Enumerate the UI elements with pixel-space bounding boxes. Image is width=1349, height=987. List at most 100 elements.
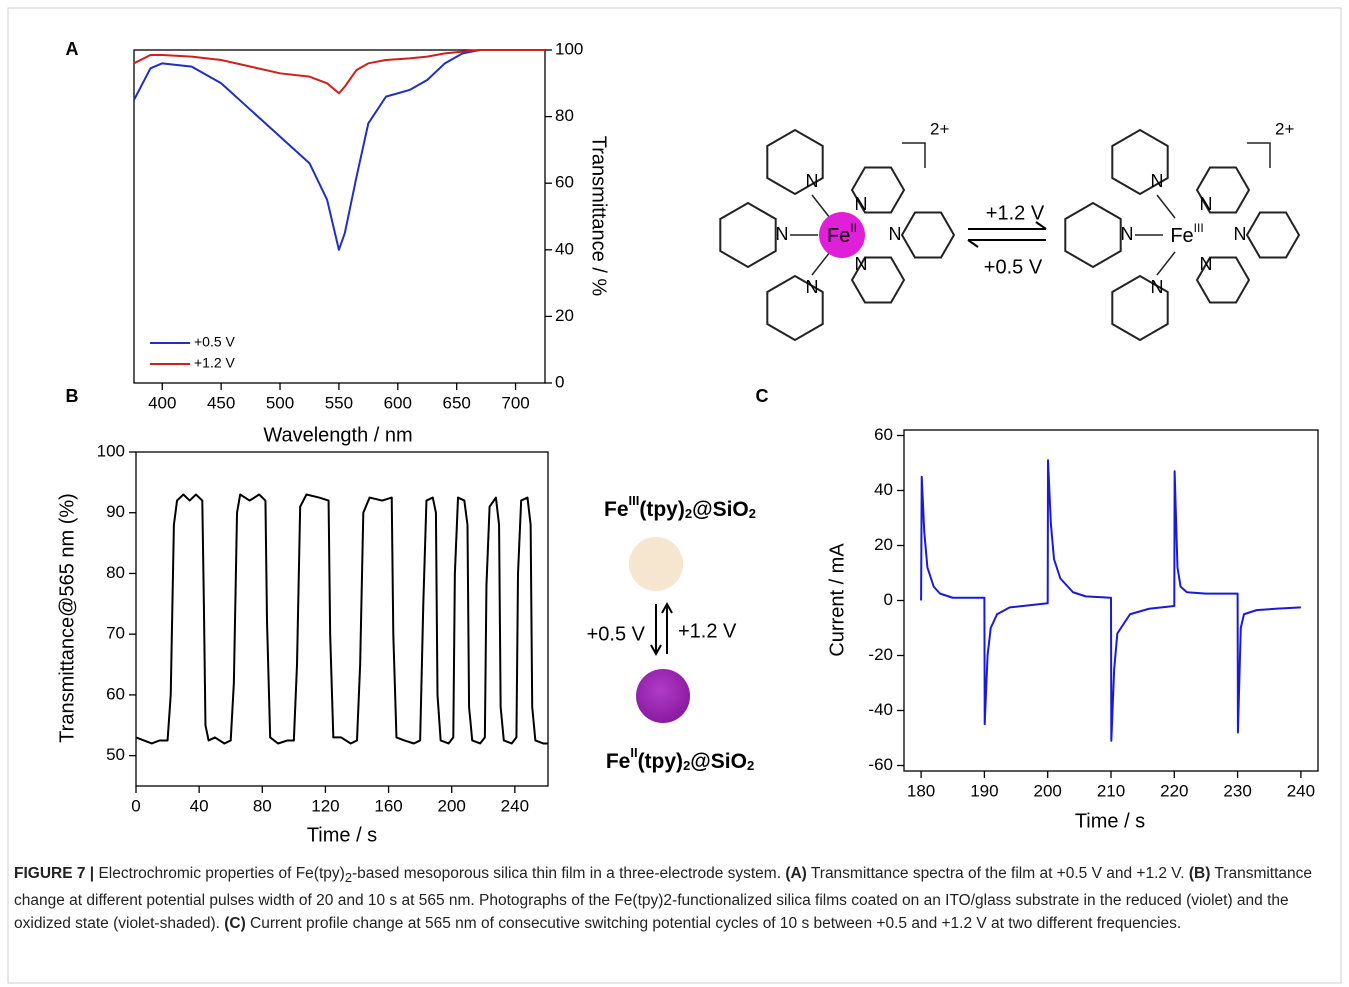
metal-highlight xyxy=(819,212,865,258)
y-tick-label: 70 xyxy=(106,624,125,643)
ring xyxy=(1111,128,1169,196)
oxidation-state: III xyxy=(629,493,640,508)
caption-bold: (B) xyxy=(1188,865,1211,882)
atom-label: N xyxy=(855,254,868,274)
atom-label: N xyxy=(776,224,789,244)
y-axis-label: Current / mA xyxy=(826,543,848,657)
film-formula: FeIII(tpy)2@SiO2 xyxy=(604,493,756,521)
ring xyxy=(900,211,956,259)
atom-label: N xyxy=(1200,254,1213,274)
bond xyxy=(1156,251,1176,276)
oxidation-state: II xyxy=(630,745,637,760)
data-line xyxy=(133,49,545,251)
film-photo-oxidized xyxy=(629,537,683,591)
x-axis-label: Time / s xyxy=(307,824,377,846)
ring xyxy=(850,166,906,214)
x-tick-label: 80 xyxy=(253,796,272,815)
x-tick-label: 0 xyxy=(131,796,140,815)
caption-text: -based mesoporous silica thin film in a … xyxy=(352,865,786,882)
panel-label: A xyxy=(66,39,79,59)
arrow-forward xyxy=(968,221,1047,230)
support: @SiO xyxy=(692,498,749,521)
forward-label: +1.2 V xyxy=(986,202,1045,224)
x-tick-label: 40 xyxy=(190,796,209,815)
charge-label: 2+ xyxy=(930,119,949,138)
y-tick-label: 80 xyxy=(106,563,125,582)
y-tick-label: 0 xyxy=(555,372,564,391)
atom-label: N xyxy=(806,277,819,297)
atom-label: N xyxy=(1234,224,1247,244)
reduce-label: +0.5 V xyxy=(587,623,646,645)
metal-label: FeIII xyxy=(1170,221,1203,247)
ring xyxy=(766,128,824,196)
ring xyxy=(850,256,906,304)
y-tick-label: 60 xyxy=(106,684,125,703)
y-tick-label: 100 xyxy=(97,441,125,460)
caption-text: Transmittance spectra of the film at +0.… xyxy=(806,865,1189,882)
ring xyxy=(766,274,824,342)
atom-label: N xyxy=(855,194,868,214)
y-tick-label: 20 xyxy=(555,306,574,325)
x-tick-label: 190 xyxy=(970,781,998,800)
caption-text: Current profile change at 565 nm of cons… xyxy=(245,915,1182,933)
charge-label: 2+ xyxy=(1275,119,1294,138)
bond xyxy=(811,251,831,276)
charge-bracket xyxy=(1247,142,1271,168)
backward-label: +0.5 V xyxy=(984,256,1043,278)
plot-frame xyxy=(135,451,549,787)
x-tick-label: 500 xyxy=(266,393,294,412)
caption-text: Transmittance change at different potent… xyxy=(14,865,1313,933)
ring xyxy=(1245,211,1301,259)
ring xyxy=(1195,256,1251,304)
caption-bold: FIGURE 7 | xyxy=(14,865,95,882)
film-photo-reduced xyxy=(636,669,690,723)
x-tick-label: 450 xyxy=(207,393,235,412)
y-tick-label: -40 xyxy=(868,700,893,719)
x-tick-label: 230 xyxy=(1223,781,1251,800)
ring xyxy=(1111,274,1169,342)
panel-label: B xyxy=(66,386,79,406)
x-tick-label: 160 xyxy=(374,796,402,815)
y-axis-label: Transmittance@565 nm (%) xyxy=(56,493,78,743)
x-tick-label: 700 xyxy=(501,393,529,412)
support: @SiO xyxy=(690,750,747,773)
subscript: 2 xyxy=(747,758,754,773)
bond xyxy=(1156,194,1176,219)
figure-border xyxy=(7,7,1342,984)
caption-bold: (A) xyxy=(785,865,807,882)
caption-text: Electrochromic properties of Fe(tpy) xyxy=(94,865,345,882)
y-tick-label: 60 xyxy=(555,173,574,192)
data-line xyxy=(133,49,545,95)
subscript: 2 xyxy=(685,506,692,521)
arrow-down xyxy=(650,604,662,657)
caption-bold: (C) xyxy=(224,915,246,933)
oxidation-state: III xyxy=(1194,221,1204,235)
atom-label: N xyxy=(1151,171,1164,191)
x-axis-label: Wavelength / nm xyxy=(263,424,412,446)
y-tick-label: 40 xyxy=(874,480,893,499)
x-tick-label: 600 xyxy=(384,393,412,412)
x-tick-label: 200 xyxy=(438,796,466,815)
ring xyxy=(1064,201,1122,269)
y-tick-label: 50 xyxy=(106,745,125,764)
x-tick-label: 550 xyxy=(325,393,353,412)
arrow-up xyxy=(661,601,673,654)
oxidation-state: II xyxy=(850,221,857,235)
atom-label: N xyxy=(889,224,902,244)
metal-label: FeII xyxy=(827,221,857,247)
metal-symbol: Fe xyxy=(827,225,850,247)
x-tick-label: 220 xyxy=(1160,781,1188,800)
ligand: (tpy) xyxy=(638,750,684,773)
y-tick-label: -60 xyxy=(868,755,893,774)
arrow-backward xyxy=(967,239,1046,248)
atom-label: N xyxy=(1151,277,1164,297)
x-tick-label: 650 xyxy=(442,393,470,412)
data-line xyxy=(920,459,1301,742)
caption-subscript: 2 xyxy=(344,870,352,886)
atom-label: N xyxy=(1200,194,1213,214)
bond xyxy=(811,194,831,219)
data-line xyxy=(135,493,548,745)
panel-label: C xyxy=(756,386,769,406)
